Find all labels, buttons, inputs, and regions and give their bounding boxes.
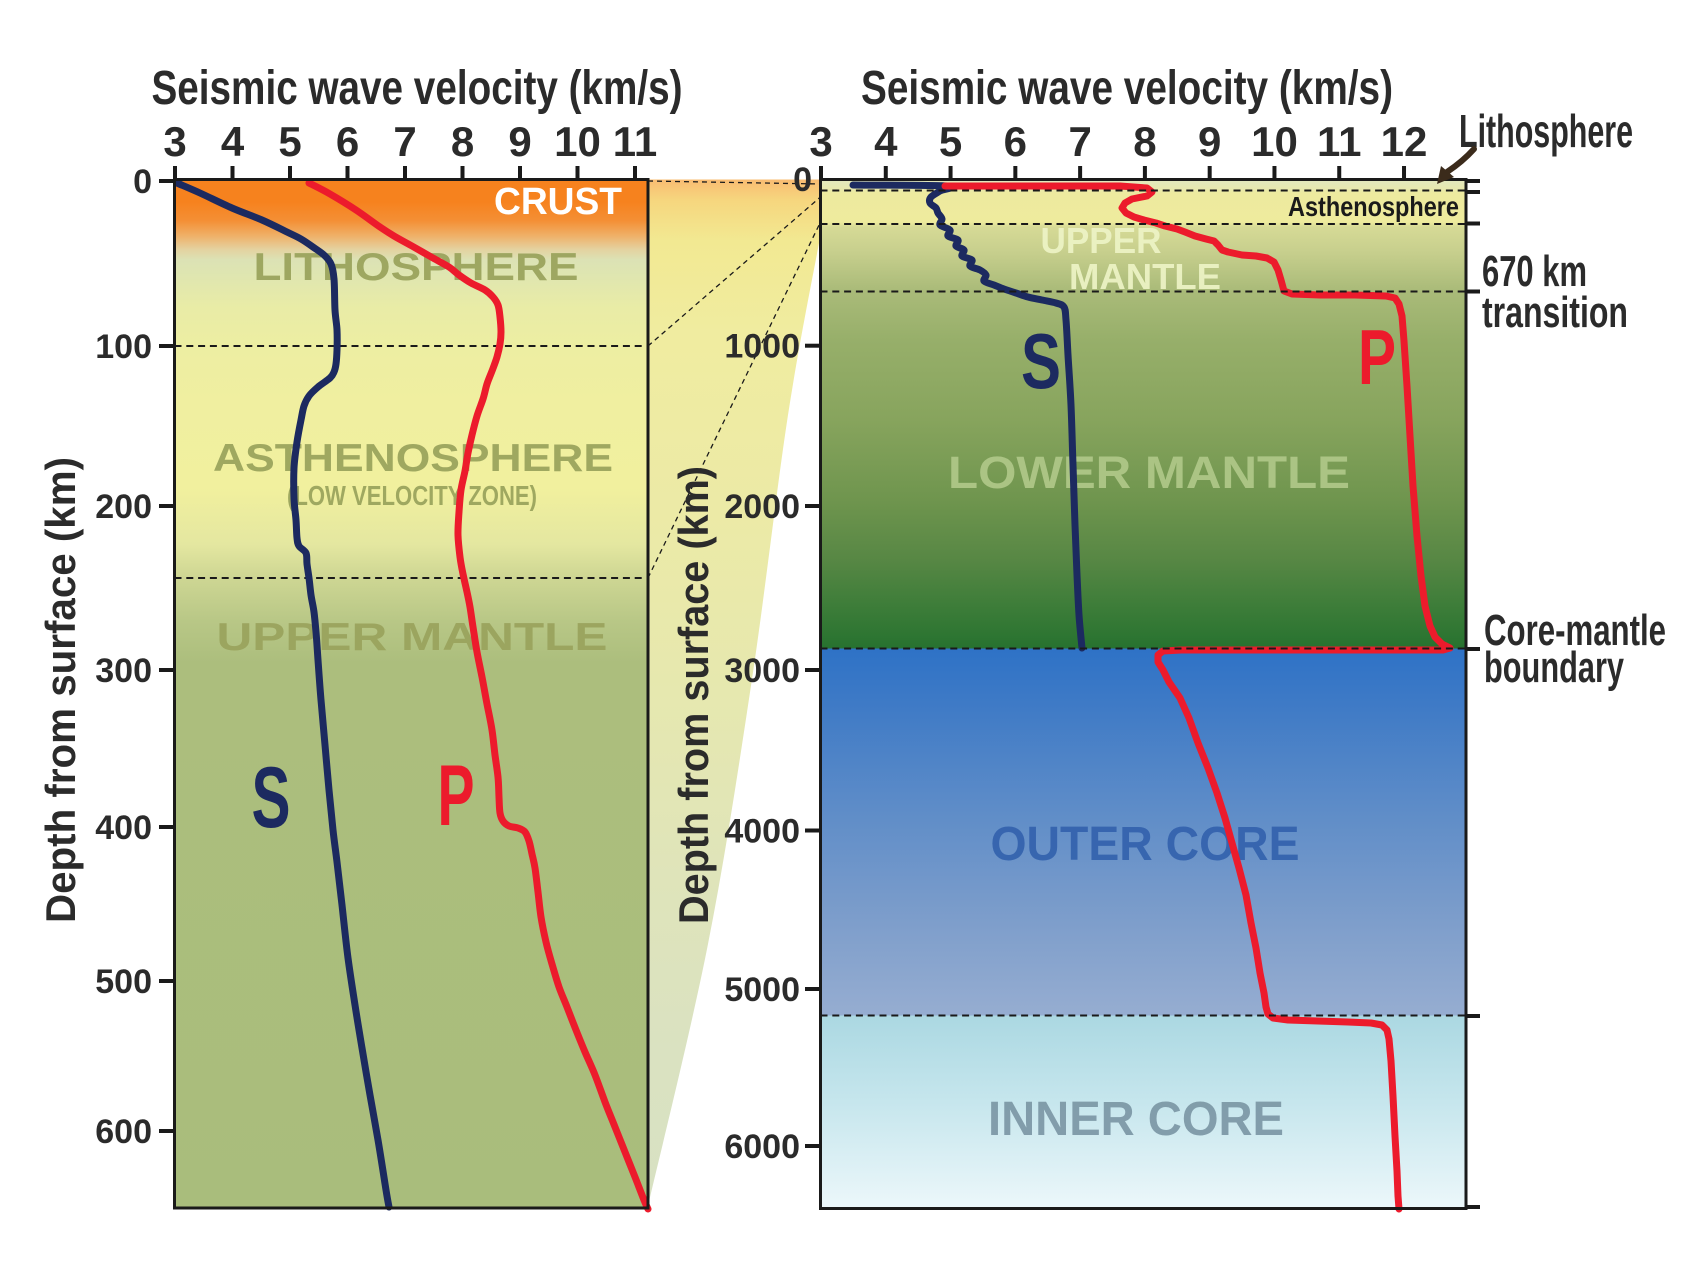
svg-text:8: 8 xyxy=(1133,118,1156,165)
svg-text:3: 3 xyxy=(809,118,832,165)
svg-text:OUTER CORE: OUTER CORE xyxy=(991,818,1300,871)
svg-text:LOWER MANTLE: LOWER MANTLE xyxy=(948,447,1350,498)
svg-text:P: P xyxy=(438,748,475,844)
svg-text:11: 11 xyxy=(1317,118,1361,165)
svg-text:UPPER MANTLE: UPPER MANTLE xyxy=(217,616,608,659)
svg-text:Seismic wave velocity (km/s): Seismic wave velocity (km/s) xyxy=(152,62,683,115)
svg-text:6: 6 xyxy=(336,118,359,165)
svg-text:6000: 6000 xyxy=(724,1128,800,1166)
svg-text:1000: 1000 xyxy=(724,328,800,366)
svg-text:transition: transition xyxy=(1482,288,1628,337)
svg-text:300: 300 xyxy=(95,652,152,690)
svg-text:0: 0 xyxy=(793,161,812,199)
svg-text:Depth from surface (km): Depth from surface (km) xyxy=(670,466,717,924)
svg-text:200: 200 xyxy=(95,488,152,526)
svg-text:5: 5 xyxy=(278,118,301,165)
svg-text:P: P xyxy=(1358,313,1396,401)
svg-text:7: 7 xyxy=(1068,118,1091,165)
svg-text:2000: 2000 xyxy=(724,488,800,526)
svg-text:12: 12 xyxy=(1381,118,1428,165)
svg-text:boundary: boundary xyxy=(1484,643,1624,692)
svg-text:9: 9 xyxy=(1198,118,1221,165)
svg-text:500: 500 xyxy=(95,963,152,1001)
svg-text:11: 11 xyxy=(613,118,657,165)
svg-text:INNER CORE: INNER CORE xyxy=(988,1093,1284,1146)
svg-text:(LOW VELOCITY ZONE): (LOW VELOCITY ZONE) xyxy=(287,480,537,511)
svg-text:S: S xyxy=(1021,317,1061,405)
svg-text:S: S xyxy=(252,750,291,846)
svg-text:5: 5 xyxy=(939,118,962,165)
svg-text:600: 600 xyxy=(95,1113,152,1151)
svg-text:4: 4 xyxy=(874,118,898,165)
svg-text:100: 100 xyxy=(95,328,152,366)
svg-text:MANTLE: MANTLE xyxy=(1069,256,1221,297)
svg-text:0: 0 xyxy=(133,163,152,201)
svg-text:7: 7 xyxy=(393,118,416,165)
svg-text:3000: 3000 xyxy=(724,652,800,690)
svg-text:5000: 5000 xyxy=(724,971,800,1009)
svg-text:ASTHENOSPHERE: ASTHENOSPHERE xyxy=(213,437,613,480)
svg-text:Core-mantle: Core-mantle xyxy=(1484,606,1666,655)
svg-text:LITHOSPHERE: LITHOSPHERE xyxy=(254,246,579,289)
svg-text:8: 8 xyxy=(451,118,474,165)
svg-text:Depth from surface (km): Depth from surface (km) xyxy=(37,457,84,923)
svg-text:670 km: 670 km xyxy=(1482,247,1587,296)
svg-text:10: 10 xyxy=(554,118,601,165)
svg-text:CRUST: CRUST xyxy=(494,181,622,223)
svg-text:3: 3 xyxy=(163,118,186,165)
svg-text:Asthenosphere: Asthenosphere xyxy=(1288,191,1459,222)
svg-text:Lithosphere: Lithosphere xyxy=(1459,105,1633,157)
svg-text:6: 6 xyxy=(1004,118,1027,165)
svg-text:Seismic wave velocity (km/s): Seismic wave velocity (km/s) xyxy=(861,62,1393,115)
svg-text:4000: 4000 xyxy=(724,813,800,851)
svg-text:UPPER: UPPER xyxy=(1041,220,1162,261)
svg-text:400: 400 xyxy=(95,809,152,847)
svg-text:4: 4 xyxy=(221,118,245,165)
svg-text:10: 10 xyxy=(1251,118,1298,165)
svg-text:9: 9 xyxy=(508,118,531,165)
